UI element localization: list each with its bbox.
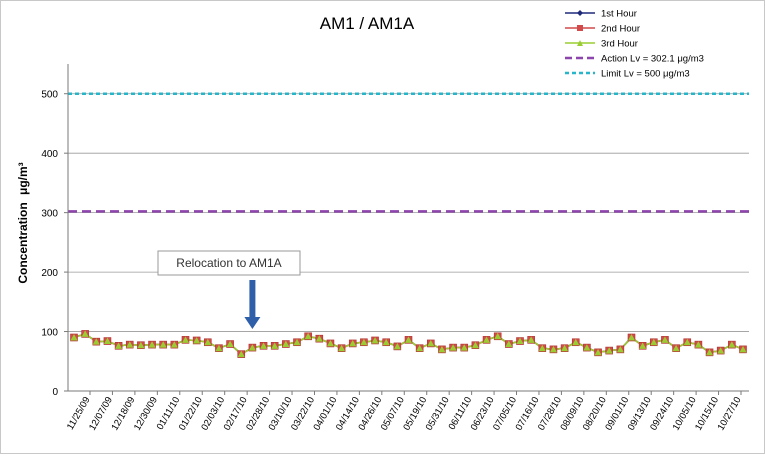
data-point (405, 336, 412, 343)
data-point (605, 347, 613, 354)
chart-title: AM1 / AM1A (320, 14, 415, 33)
data-point (293, 338, 301, 346)
y-tick-label: 100 (41, 328, 58, 339)
data-point (717, 347, 725, 354)
legend-label: 3rd Hour (601, 39, 638, 50)
data-point (549, 345, 557, 353)
data-point (271, 342, 279, 349)
data-point (616, 345, 624, 353)
data-point (561, 344, 569, 352)
data-point (427, 339, 435, 347)
data-point (159, 341, 167, 348)
data-point (460, 344, 468, 351)
legend-marker (577, 25, 583, 31)
data-point (527, 336, 535, 343)
annotation-arrow-shaft (249, 280, 256, 318)
data-point (494, 332, 502, 340)
data-point (650, 338, 658, 346)
data-point (438, 345, 446, 353)
y-tick-label: 200 (41, 268, 58, 279)
data-point (338, 344, 346, 352)
data-point (137, 341, 145, 349)
data-point (516, 337, 524, 345)
legend-label: 1st Hour (601, 9, 637, 20)
data-point (371, 336, 379, 344)
data-point (215, 344, 223, 352)
data-point (694, 341, 702, 348)
data-point (505, 340, 513, 348)
legend-label: 2nd Hour (601, 24, 640, 35)
data-point (471, 341, 479, 349)
data-point (583, 344, 591, 351)
data-point (92, 338, 100, 345)
data-point (237, 350, 245, 358)
y-tick-labels: 0 100 200 300 400 500 (41, 90, 58, 398)
annotation-box (157, 250, 301, 276)
legend: 1st Hour 2nd Hour 3rd Hour Action Lv = 302.… (565, 9, 704, 80)
data-point (594, 348, 602, 356)
data-point (326, 339, 334, 347)
y-tick-label: 400 (41, 149, 58, 160)
data-point (672, 344, 680, 352)
y-tick-label: 0 (52, 387, 58, 398)
data-point (416, 344, 424, 352)
data-point (349, 339, 357, 347)
data-point (706, 348, 714, 356)
data-point (739, 345, 747, 353)
data-point (315, 335, 323, 342)
axes (64, 64, 749, 395)
data-point (382, 338, 390, 346)
legend-label: Limit Lv = 500 μg/m3 (601, 69, 690, 80)
data-point (449, 344, 457, 351)
x-tick-labels: 11/25/0912/07/0912/18/0912/30/0901/11/10… (65, 395, 744, 433)
data-point (572, 338, 580, 346)
data-point (661, 336, 669, 343)
data-point (148, 341, 156, 348)
y-tick-label: 300 (41, 209, 58, 220)
data-point (639, 342, 647, 349)
data-point (538, 344, 546, 352)
annotation-text: Relocation to AM1A (176, 256, 281, 270)
legend-marker (577, 10, 583, 16)
data-point (728, 341, 736, 348)
data-point (70, 333, 78, 341)
data-point (193, 336, 201, 344)
data-point (483, 336, 491, 343)
data-point (226, 340, 234, 348)
y-tick-label: 500 (41, 90, 58, 101)
data-point (683, 338, 691, 346)
data-point (628, 333, 635, 341)
data-point (282, 340, 290, 348)
data-point (115, 342, 123, 349)
data-point (204, 338, 212, 346)
legend-label: Action Lv = 302.1 μg/m3 (601, 54, 704, 65)
y-axis-label-text: Concentration (16, 202, 30, 283)
data-point (304, 332, 312, 340)
data-point (248, 344, 256, 351)
data-point (393, 342, 401, 350)
data-point (126, 341, 134, 348)
y-axis-label: Concentration μg/m³ (16, 162, 30, 283)
data-point (260, 342, 268, 349)
data-series (70, 330, 747, 358)
svg-text:Concentration μg/m³: Concentration μg/m³ (16, 162, 30, 283)
data-point (103, 337, 111, 345)
data-point (182, 336, 189, 343)
annotation: Relocation to AM1A (157, 250, 301, 329)
legend-marker (577, 40, 583, 46)
reference-lines (68, 92, 749, 213)
data-point (170, 341, 178, 348)
annotation-arrow-head (244, 317, 261, 329)
data-point (360, 338, 368, 346)
data-point (81, 330, 89, 337)
y-axis-label-unit: μg/m³ (16, 162, 30, 195)
